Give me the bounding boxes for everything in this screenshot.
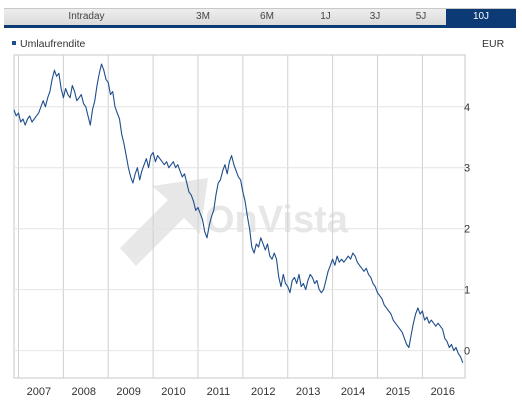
x-tick-label: 2016: [431, 386, 455, 398]
y-tick-label: 3: [464, 163, 470, 175]
legend: Umlaufrendite: [12, 38, 85, 50]
x-tick-label: 2008: [72, 386, 96, 398]
watermark-arrow-icon: [120, 178, 208, 266]
x-tick-label: 2009: [116, 386, 140, 398]
legend-label: Umlaufrendite: [20, 38, 86, 50]
plot-area: [13, 54, 466, 379]
y-tick-label: 4: [464, 102, 470, 114]
tab-3j[interactable]: 3J: [369, 11, 381, 22]
x-tick-label: 2014: [341, 386, 365, 398]
watermark-text: OnVista: [205, 199, 349, 241]
currency-label: EUR: [482, 38, 505, 50]
x-tick-label: 2007: [27, 386, 51, 398]
y-tick-label: 1: [464, 285, 470, 297]
y-tick-label: 2: [464, 224, 470, 236]
x-tick-label: 2013: [296, 386, 320, 398]
tab-3m[interactable]: 3M: [196, 11, 210, 22]
series-line-umlaufrendite: [13, 63, 464, 363]
x-tick-label: 2011: [207, 386, 231, 398]
period-tab-bar: Intraday 3M 6M 1J 3J 5J 10J: [4, 8, 516, 25]
tab-underline: [4, 25, 516, 28]
x-tick-label: 2015: [386, 386, 410, 398]
tab-10j[interactable]: 10J: [446, 9, 516, 25]
y-tick-label: 0: [464, 346, 470, 358]
tab-5j[interactable]: 5J: [415, 11, 427, 22]
watermark-logo: OnVista: [120, 178, 349, 266]
x-tick-label: 2012: [251, 386, 275, 398]
tab-intraday[interactable]: Intraday: [68, 11, 105, 22]
tab-1j[interactable]: 1J: [320, 11, 331, 22]
legend-swatch: [12, 41, 16, 46]
tab-6m[interactable]: 6M: [260, 11, 274, 22]
x-tick-label: 2010: [161, 386, 185, 398]
